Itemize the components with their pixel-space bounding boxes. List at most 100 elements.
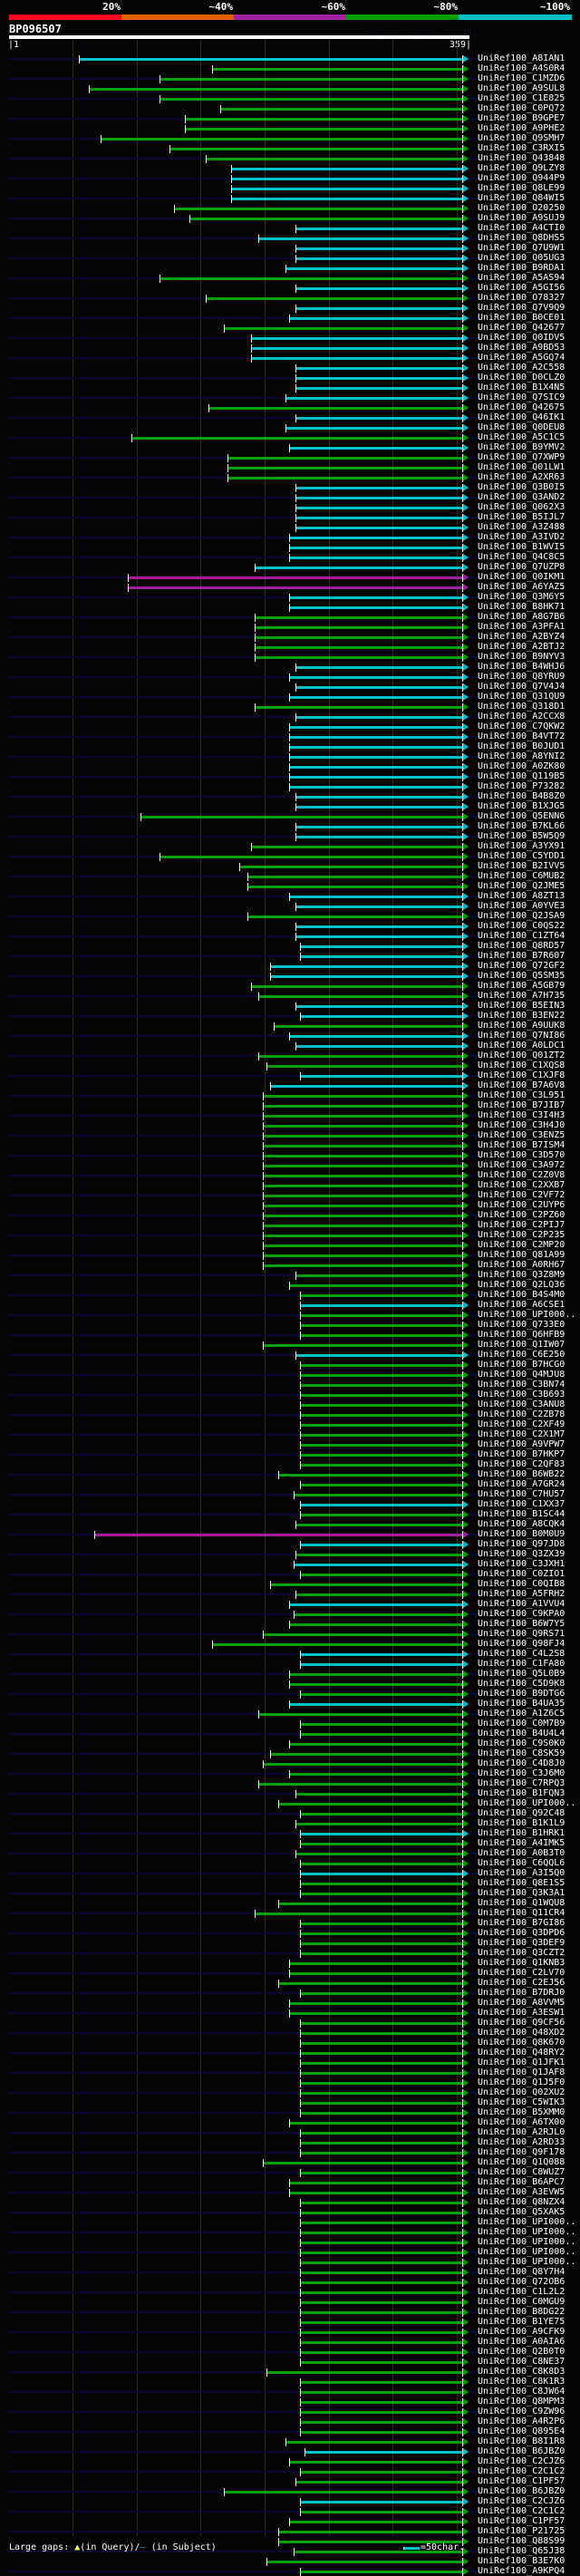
hit-label[interactable]: UniRef100_A6YAZ5 xyxy=(478,582,566,592)
hit-label[interactable]: UniRef100_UPI000.. xyxy=(478,1798,576,1808)
hit-label[interactable]: UniRef100_A0AIA6 xyxy=(478,2337,566,2347)
hit-label[interactable]: UniRef100_Q1KNB3 xyxy=(478,1958,566,1968)
hit-label[interactable]: UniRef100_UPI000.. xyxy=(478,2247,576,2257)
hit-label[interactable]: UniRef100_B7GI86 xyxy=(478,1918,566,1928)
hit-label[interactable]: UniRef100_Q7V9Q9 xyxy=(478,303,566,313)
hit-label[interactable]: UniRef100_Q7U9W1 xyxy=(478,243,566,253)
hit-label[interactable]: UniRef100_B6JBZ0 xyxy=(478,2446,566,2456)
hit-label[interactable]: UniRef100_C1PF57 xyxy=(478,2516,566,2526)
hit-label[interactable]: UniRef100_Q3M6Y5 xyxy=(478,592,566,602)
hit-label[interactable]: UniRef100_Q2B0T0 xyxy=(478,2347,566,2357)
hit-label[interactable]: UniRef100_Q7V4J4 xyxy=(478,682,566,692)
hit-label[interactable]: UniRef100_O78327 xyxy=(478,293,566,303)
hit-label[interactable]: UniRef100_B9RDA1 xyxy=(478,263,566,273)
hit-label[interactable]: UniRef100_C1E825 xyxy=(478,93,566,103)
hit-label[interactable]: UniRef100_Q0IDV5 xyxy=(478,333,566,343)
hit-label[interactable]: UniRef100_C5WIK3 xyxy=(478,2097,566,2107)
hit-label[interactable]: UniRef100_A8ZT13 xyxy=(478,891,566,901)
hit-label[interactable]: UniRef100_A6CSE1 xyxy=(478,1300,566,1310)
hit-label[interactable]: UniRef100_A1VVU4 xyxy=(478,1599,566,1609)
hit-label[interactable]: UniRef100_Q9CF56 xyxy=(478,2018,566,2028)
hit-label[interactable]: UniRef100_Q48RY2 xyxy=(478,2048,566,2058)
hit-label[interactable]: UniRef100_B5W5Q9 xyxy=(478,831,566,841)
hit-label[interactable]: UniRef100_B9DTG6 xyxy=(478,1689,566,1699)
hit-label[interactable]: UniRef100_B6JBZ0 xyxy=(478,2486,566,2496)
hit-label[interactable]: UniRef100_Q48XD2 xyxy=(478,2028,566,2038)
hit-label[interactable]: UniRef100_A2XR63 xyxy=(478,472,566,482)
hit-label[interactable]: UniRef100_A5C1C5 xyxy=(478,432,566,442)
hit-label[interactable]: UniRef100_A8VVM5 xyxy=(478,1998,566,2008)
hit-label[interactable]: UniRef100_B1K1L9 xyxy=(478,1818,566,1828)
hit-label[interactable]: UniRef100_P73282 xyxy=(478,781,566,791)
hit-label[interactable]: UniRef100_Q1IW07 xyxy=(478,1340,566,1350)
hit-label[interactable]: UniRef100_B1YE75 xyxy=(478,2317,566,2327)
hit-label[interactable]: UniRef100_A5GQ74 xyxy=(478,353,566,363)
hit-label[interactable]: UniRef100_C7QKW2 xyxy=(478,721,566,731)
hit-label[interactable]: UniRef100_Q944P9 xyxy=(478,173,566,183)
hit-label[interactable]: UniRef100_C5YDD1 xyxy=(478,851,566,861)
hit-label[interactable]: UniRef100_A8YNI2 xyxy=(478,751,566,761)
hit-label[interactable]: UniRef100_A0B3T0 xyxy=(478,1848,566,1858)
hit-label[interactable]: UniRef100_Q1WQU8 xyxy=(478,1898,566,1908)
hit-label[interactable]: UniRef100_O20250 xyxy=(478,203,566,213)
hit-label[interactable]: UniRef100_C1XQS8 xyxy=(478,1060,566,1070)
hit-label[interactable]: UniRef100_C2XF49 xyxy=(478,1419,566,1429)
hit-label[interactable]: UniRef100_A3PFA1 xyxy=(478,622,566,632)
hit-label[interactable]: UniRef100_C3H4J0 xyxy=(478,1120,566,1130)
hit-label[interactable]: UniRef100_A2CCX8 xyxy=(478,712,566,721)
hit-label[interactable]: UniRef100_C2PIJ7 xyxy=(478,1220,566,1230)
hit-label[interactable]: UniRef100_Q0IKM1 xyxy=(478,572,566,582)
hit-label[interactable]: UniRef100_A2BYZ4 xyxy=(478,632,566,642)
hit-label[interactable]: UniRef100_C1L2L2 xyxy=(478,2287,566,2297)
hit-label[interactable]: UniRef100_C3ANU8 xyxy=(478,1399,566,1409)
hit-label[interactable]: UniRef100_Q5XAK5 xyxy=(478,2207,566,2217)
hit-label[interactable]: UniRef100_B4B8Z0 xyxy=(478,791,566,801)
hit-label[interactable]: UniRef100_Q3DPD6 xyxy=(478,1928,566,1938)
hit-label[interactable]: UniRef100_Q3DEF9 xyxy=(478,1938,566,1948)
hit-label[interactable]: UniRef100_Q2JSA9 xyxy=(478,911,566,921)
hit-label[interactable]: UniRef100_B1SC44 xyxy=(478,1509,566,1519)
hit-label[interactable]: UniRef100_Q895E4 xyxy=(478,2426,566,2436)
hit-label[interactable]: UniRef100_B7A6V8 xyxy=(478,1080,566,1090)
hit-label[interactable]: UniRef100_C1XX37 xyxy=(478,1499,566,1509)
hit-label[interactable]: UniRef100_B9NYV3 xyxy=(478,652,566,662)
hit-label[interactable]: UniRef100_C3I4H3 xyxy=(478,1110,566,1120)
hit-label[interactable]: UniRef100_Q7NI86 xyxy=(478,1031,566,1041)
hit-label[interactable]: UniRef100_Q3K3A1 xyxy=(478,1888,566,1898)
hit-label[interactable]: UniRef100_C0M7B9 xyxy=(478,1719,566,1729)
hit-label[interactable]: UniRef100_C6E250 xyxy=(478,1350,566,1360)
hit-label[interactable]: UniRef100_Q7XWP9 xyxy=(478,452,566,462)
hit-label[interactable]: UniRef100_A5FRH2 xyxy=(478,1589,566,1599)
hit-label[interactable]: UniRef100_UPI000.. xyxy=(478,2227,576,2237)
hit-label[interactable]: UniRef100_B0JUD1 xyxy=(478,741,566,751)
hit-label[interactable]: UniRef100_Q9RS71 xyxy=(478,1629,566,1639)
hit-label[interactable]: UniRef100_C2CJZ6 xyxy=(478,2456,566,2466)
hit-label[interactable]: UniRef100_C4D8J0 xyxy=(478,1758,566,1768)
hit-label[interactable]: UniRef100_Q8RD57 xyxy=(478,941,566,951)
hit-label[interactable]: UniRef100_Q9LZY8 xyxy=(478,163,566,173)
hit-label[interactable]: UniRef100_D0CLZ0 xyxy=(478,373,566,383)
hit-label[interactable]: UniRef100_B7KL66 xyxy=(478,821,566,831)
hit-label[interactable]: UniRef100_Q05UG3 xyxy=(478,253,566,263)
hit-label[interactable]: UniRef100_Q1Q088 xyxy=(478,2157,566,2167)
hit-label[interactable]: UniRef100_Q3Z8M9 xyxy=(478,1270,566,1280)
hit-label[interactable]: UniRef100_Q98FJ4 xyxy=(478,1639,566,1649)
hit-label[interactable]: UniRef100_Q8Y7H4 xyxy=(478,2267,566,2277)
hit-label[interactable]: UniRef100_C0QS22 xyxy=(478,921,566,931)
hit-label[interactable]: UniRef100_A3IVD2 xyxy=(478,532,566,542)
hit-label[interactable]: UniRef100_C9ZW96 xyxy=(478,2407,566,2416)
hit-label[interactable]: UniRef100_B3EN22 xyxy=(478,1011,566,1021)
hit-label[interactable]: UniRef100_Q02XU2 xyxy=(478,2087,566,2097)
hit-label[interactable]: UniRef100_B7ISM4 xyxy=(478,1140,566,1150)
hit-label[interactable]: UniRef100_A3I5Q0 xyxy=(478,1868,566,1878)
hit-label[interactable]: UniRef100_B8HK71 xyxy=(478,602,566,612)
hit-label[interactable]: UniRef100_C3D570 xyxy=(478,1150,566,1160)
hit-label[interactable]: UniRef100_A5GI56 xyxy=(478,283,566,293)
hit-label[interactable]: UniRef100_C3L951 xyxy=(478,1090,566,1100)
hit-label[interactable]: UniRef100_B1X4N5 xyxy=(478,383,566,392)
hit-label[interactable]: UniRef100_C3ENZ5 xyxy=(478,1130,566,1140)
hit-label[interactable]: UniRef100_B7DRJ0 xyxy=(478,1988,566,1998)
hit-label[interactable]: UniRef100_A5AS94 xyxy=(478,273,566,283)
hit-label[interactable]: UniRef100_C6MUB2 xyxy=(478,871,566,881)
hit-label[interactable]: UniRef100_A2C558 xyxy=(478,363,566,373)
